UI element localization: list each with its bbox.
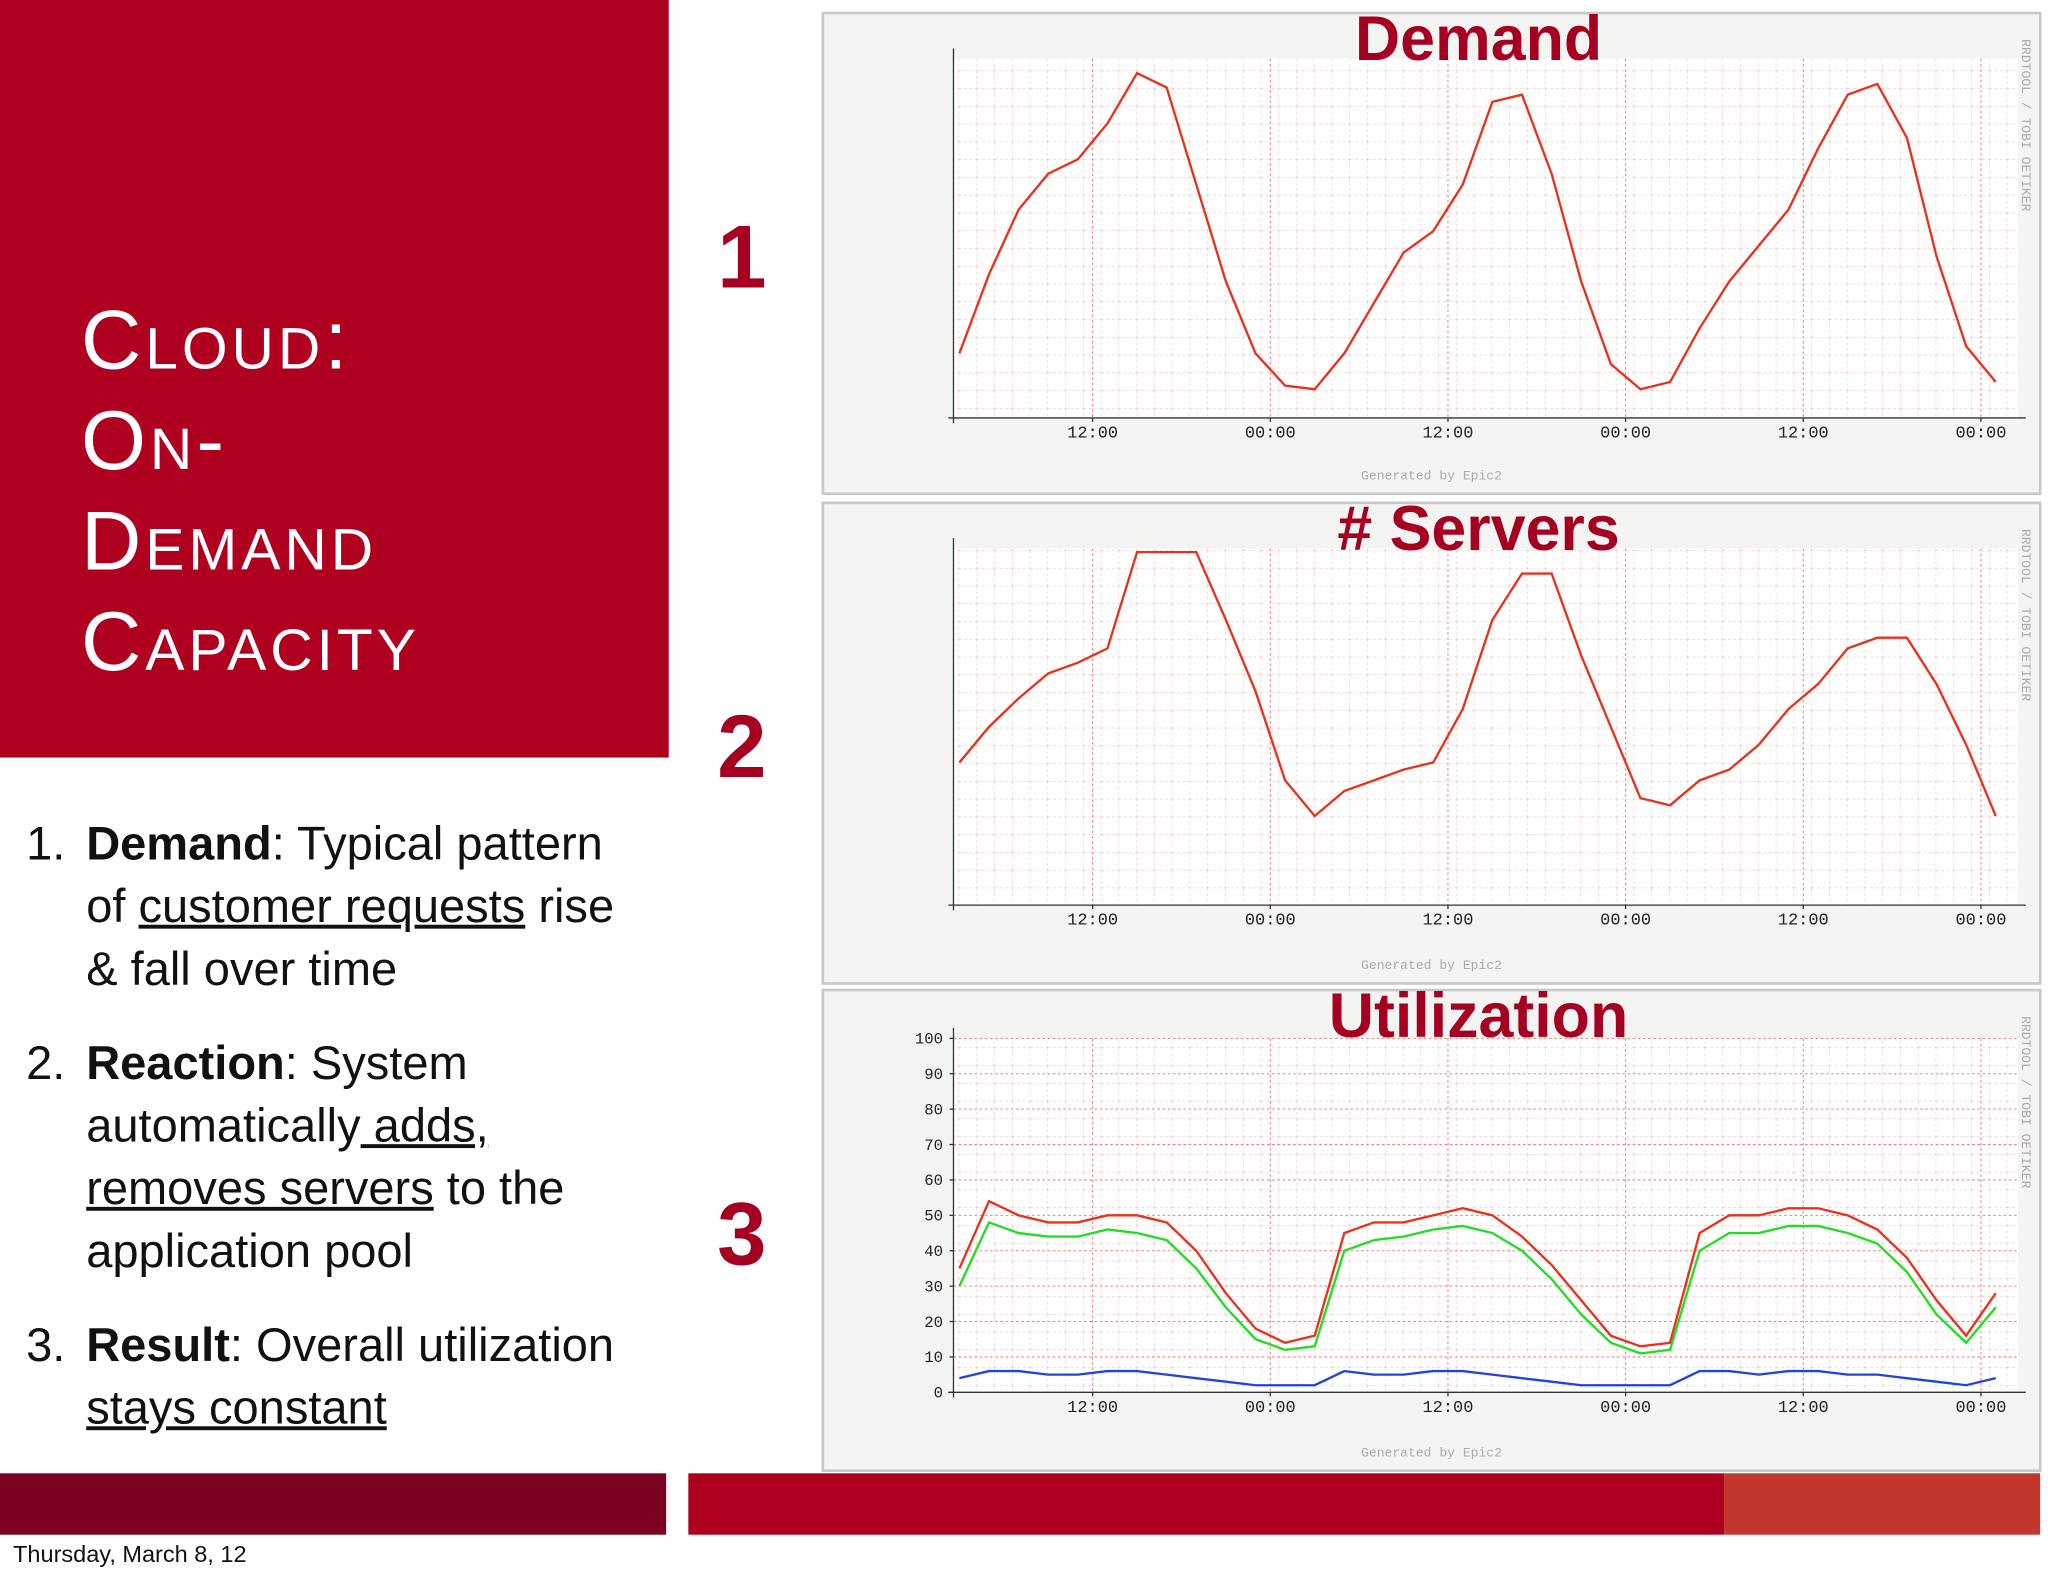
series-line — [958, 71, 1997, 391]
list-text: : Overall utilization — [229, 1317, 615, 1372]
footer-bar — [688, 1473, 1725, 1535]
y-tick-label: 70 — [924, 1137, 943, 1155]
y-tick-label: 30 — [924, 1278, 943, 1296]
x-tick-label: 12:00 — [1422, 1399, 1473, 1418]
side-note: RRDTOOL / TOBI OETIKER — [2018, 39, 2033, 211]
list-text: : Typical pattern of — [86, 816, 603, 933]
y-tick-label: 20 — [924, 1314, 943, 1332]
x-tick-label: 12:00 — [1067, 425, 1118, 444]
title-line: On- — [80, 393, 229, 488]
y-tick-label: 50 — [924, 1208, 943, 1226]
list-marker: 2. — [26, 1035, 66, 1090]
panel-number: 2 — [717, 697, 766, 796]
logo-box — [1724, 1473, 2041, 1535]
list-text: Reaction — [86, 1035, 285, 1090]
list-text: customer requests — [138, 879, 526, 933]
y-tick-label: 60 — [924, 1172, 943, 1190]
series-line — [958, 1220, 1997, 1355]
x-tick-label: 12:00 — [1422, 425, 1473, 444]
panel-number: 1 — [717, 207, 766, 306]
footnote: Generated by Epic2 — [1361, 1445, 1502, 1460]
y-tick-label: 10 — [924, 1349, 943, 1367]
list-item: 3. Result: Overall utilization stays cons… — [26, 1314, 653, 1439]
list-text: Result — [86, 1317, 230, 1372]
title-block — [0, 0, 669, 758]
x-tick-label: 00:00 — [1600, 425, 1651, 444]
list-marker: 3. — [26, 1317, 66, 1372]
x-tick-label: 12:00 — [1778, 1399, 1829, 1418]
x-tick-label: 12:00 — [1422, 912, 1473, 931]
title-line: Demand — [80, 493, 378, 588]
y-tick-label: 80 — [924, 1101, 943, 1119]
x-tick-label: 12:00 — [1778, 912, 1829, 931]
footnote: Generated by Epic2 — [1361, 468, 1502, 483]
minor-grid — [953, 548, 2018, 906]
x-tick-label: 00:00 — [1245, 912, 1296, 931]
x-tick-label: 00:00 — [1600, 912, 1651, 931]
x-tick-label: 00:00 — [1600, 1399, 1651, 1418]
x-tick-label: 00:00 — [1955, 425, 2006, 444]
title-line: Cloud: — [80, 292, 352, 387]
list-text: to the application pool — [86, 1161, 565, 1278]
list-text: : System automatically — [86, 1035, 468, 1152]
y-tick-label: 100 — [915, 1031, 943, 1049]
x-tick-label: 00:00 — [1955, 912, 2006, 931]
series-line — [958, 1199, 1997, 1348]
chart-title: Utilization — [1329, 981, 1628, 1051]
x-tick-label: 12:00 — [1778, 425, 1829, 444]
footnote: Generated by Epic2 — [1361, 958, 1502, 973]
list-text: adds, removes servers — [86, 1098, 489, 1215]
x-tick-label: 00:00 — [1245, 1399, 1296, 1418]
x-tick-label: 00:00 — [1955, 1399, 2006, 1418]
series-line — [958, 550, 1997, 818]
chart-title: # Servers — [1337, 494, 1619, 564]
side-note: RRDTOOL / TOBI OETIKER — [2018, 1016, 2033, 1188]
footer-bar — [0, 1473, 667, 1535]
x-tick-label: 12:00 — [1067, 912, 1118, 931]
y-tick-label: 0 — [934, 1385, 943, 1403]
chart-title: Demand — [1355, 4, 1602, 74]
title-line: Capacity — [80, 594, 420, 689]
x-tick-label: 12:00 — [1067, 1399, 1118, 1418]
list-item: 1. Demand: Typical pattern of customer re… — [26, 812, 653, 1000]
side-note: RRDTOOL / TOBI OETIKER — [2018, 529, 2033, 701]
y-tick-label: 90 — [924, 1066, 943, 1084]
list-item: 2. Reaction: System automatically adds, r… — [26, 1032, 653, 1283]
footer-date: Thursday, March 8, 12 — [13, 1541, 247, 1568]
list-text: rise & fall over time — [86, 879, 615, 996]
bullet-list: 1. Demand: Typical pattern of customer re… — [26, 812, 653, 1470]
list-marker: 1. — [26, 816, 66, 870]
list-text: stays constant — [86, 1380, 387, 1435]
y-tick-label: 40 — [924, 1243, 943, 1261]
x-tick-label: 00:00 — [1245, 425, 1296, 444]
series-line — [959, 1369, 1997, 1387]
slide-title: Cloud: On- Demand Capacity — [81, 290, 420, 692]
panel-number: 3 — [717, 1184, 766, 1283]
list-text: Demand — [86, 816, 272, 870]
